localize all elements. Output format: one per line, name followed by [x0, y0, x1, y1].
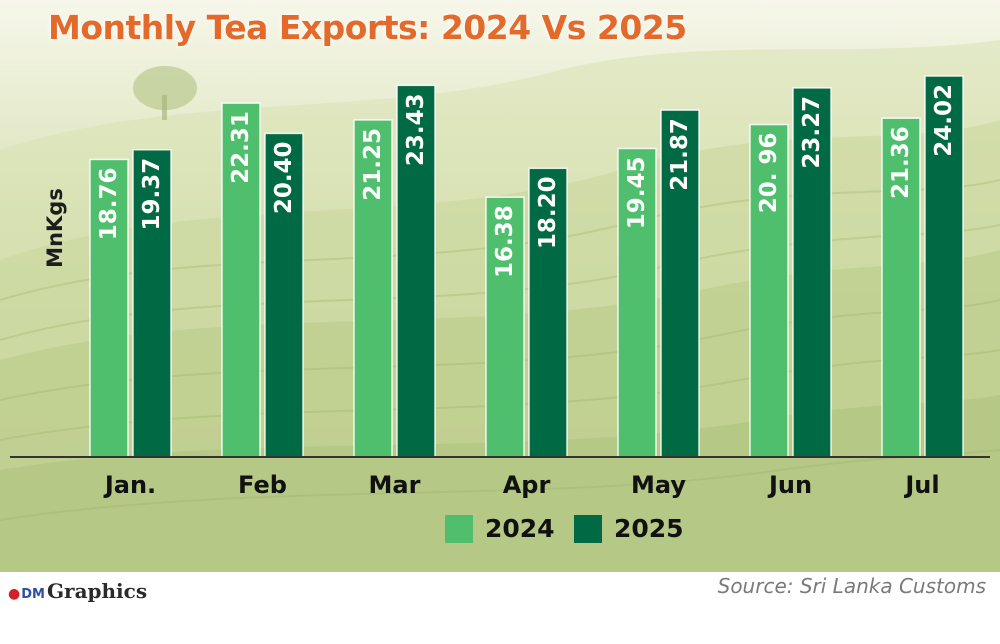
- legend-swatch-2024: [445, 514, 473, 543]
- y-axis-label-text: MnKgs: [43, 188, 67, 268]
- bar-2024-jun: [749, 123, 789, 458]
- data-label-2025-apr: 18.20: [535, 176, 561, 249]
- data-label-2024-jul: 21.36: [888, 126, 914, 199]
- legend-item-2024: 2024: [445, 514, 555, 543]
- bar-2024-jan: [89, 158, 129, 458]
- x-tick-label: Jun: [767, 471, 812, 499]
- legend-label-2025: 2025: [614, 514, 684, 543]
- data-label-2024-jan: 18.76: [96, 167, 122, 240]
- bar-2024-may: [617, 147, 657, 458]
- brand-logo: ● DM Graphics: [8, 579, 147, 603]
- bar-2025-apr: [528, 167, 568, 458]
- legend-item-2025: 2025: [574, 514, 684, 543]
- x-tick-label: Jan.: [103, 471, 156, 499]
- data-label-2024-feb: 22.31: [228, 111, 254, 184]
- data-label-2025-feb: 20.40: [271, 141, 297, 214]
- chart-title: Monthly Tea Exports: 2024 Vs 2025: [48, 8, 687, 47]
- legend-swatch-2025: [574, 514, 602, 543]
- brand-dot-icon: ●: [8, 586, 21, 602]
- bar-2025-may: [660, 109, 700, 458]
- bar-chart: 18.76 19.37 22.31 20.40 21.25 23.43 16.38 18.20…: [10, 75, 990, 499]
- bar-2024-apr: [485, 196, 525, 458]
- chart-panel: Monthly Tea Exports: 2024 Vs 2025 18.76 1…: [0, 0, 1000, 572]
- brand-text: Graphics: [46, 579, 148, 603]
- data-label-2024-apr: 16.38: [492, 205, 518, 278]
- x-tick-label: Jul: [903, 471, 939, 499]
- x-tick-label: Feb: [238, 471, 287, 499]
- data-label-2025-jun: 23.27: [799, 96, 825, 169]
- bar-2024-feb: [221, 102, 261, 458]
- source-note: Source: Sri Lanka Customs: [717, 574, 986, 598]
- legend-label-2024: 2024: [485, 514, 555, 543]
- x-tick-label: Mar: [369, 471, 421, 499]
- data-label-2025-may: 21.87: [667, 118, 693, 191]
- data-label-2024-may: 19.45: [624, 156, 650, 229]
- data-label-2025-jan: 19.37: [139, 158, 165, 231]
- footer: ● DM Graphics Source: Sri Lanka Customs: [0, 572, 1000, 644]
- data-label-2024-jun: 20. 96: [756, 133, 782, 214]
- data-label-2024-mar: 21.25: [360, 128, 386, 201]
- data-label-2025-mar: 23.43: [403, 93, 429, 166]
- x-tick-label: Apr: [503, 471, 551, 499]
- x-tick-label: May: [631, 471, 686, 499]
- brand-dm: DM: [21, 587, 45, 602]
- bar-2025-mar: [396, 84, 436, 458]
- data-label-2025-jul: 24.02: [931, 84, 957, 157]
